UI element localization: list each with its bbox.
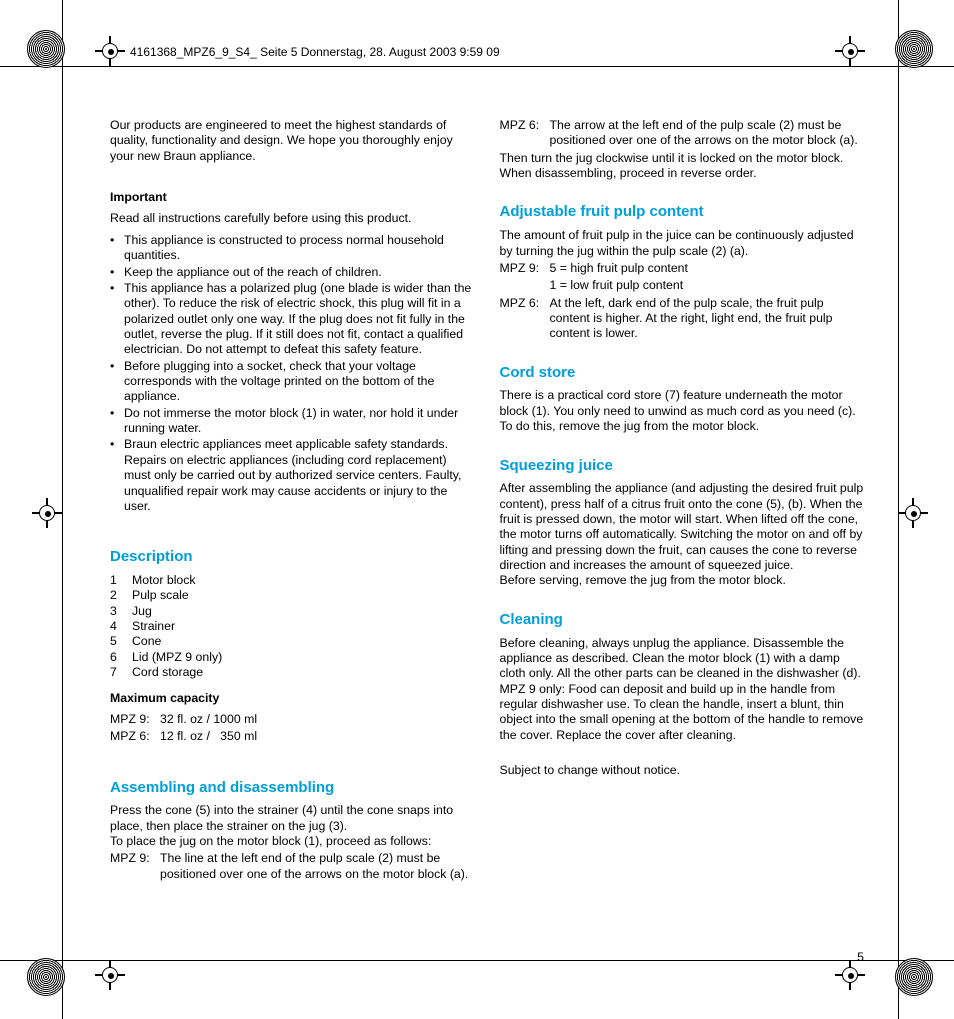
important-lead: Read all instructions carefully before u… xyxy=(110,211,476,226)
list-item: 5Cone xyxy=(110,634,476,649)
bullet-item: Do not immerse the motor block (1) in wa… xyxy=(110,406,476,437)
assembling-mpz6: MPZ 6:The arrow at the left end of the p… xyxy=(500,118,866,149)
rule-top xyxy=(0,66,954,67)
bullet-item: Before plugging into a socket, check tha… xyxy=(110,359,476,405)
intro-paragraph: Our products are engineered to meet the … xyxy=(110,118,476,164)
reg-mark-bottom-right-icon xyxy=(895,958,933,996)
pulp-mpz9b: 1 = low fruit pulp content xyxy=(500,278,866,293)
squeeze-p2: Before serving, remove the jug from the … xyxy=(500,573,866,588)
footer-note: Subject to change without notice. xyxy=(500,763,866,778)
squeeze-p1: After assembling the appliance (and adju… xyxy=(500,481,866,573)
important-label: Important xyxy=(110,190,476,205)
bullet-item: This appliance has a polarized plug (one… xyxy=(110,281,476,358)
heading-cord: Cord store xyxy=(500,364,866,383)
pulp-mpz9a: MPZ 9:5 = high fruit pulp content xyxy=(500,261,866,276)
heading-squeezing: Squeezing juice xyxy=(500,457,866,476)
list-item: 4Strainer xyxy=(110,619,476,634)
clean-p1: Before cleaning, always unplug the appli… xyxy=(500,636,866,682)
bullet-item: Keep the appliance out of the reach of c… xyxy=(110,265,476,280)
list-item: 2Pulp scale xyxy=(110,588,476,603)
reg-mark-top-right-icon xyxy=(895,30,933,68)
bullet-item: Braun electric appliances meet applicabl… xyxy=(110,437,476,514)
reg-mark-bottom-left-icon xyxy=(27,958,65,996)
maxcap-label: Maximum capacity xyxy=(110,691,476,706)
pulp-mpz6: MPZ 6:At the left, dark end of the pulp … xyxy=(500,296,866,342)
assembling-p1: Press the cone (5) into the strainer (4)… xyxy=(110,803,476,834)
heading-pulp: Adjustable fruit pulp content xyxy=(500,203,866,222)
assembling-p3: Then turn the jug clockwise until it is … xyxy=(500,151,866,182)
reg-mark-top-left-icon xyxy=(27,30,65,68)
column-left: Our products are engineered to meet the … xyxy=(110,118,476,948)
heading-description: Description xyxy=(110,548,476,567)
important-bullets: This appliance is constructed to process… xyxy=(110,233,476,514)
page-number: 5 xyxy=(857,950,864,964)
assembling-mpz9: MPZ 9:The line at the left end of the pu… xyxy=(110,851,476,882)
pulp-p1: The amount of fruit pulp in the juice ca… xyxy=(500,228,866,259)
description-list: 1Motor block 2Pulp scale 3Jug 4Strainer … xyxy=(110,573,476,681)
print-header: 4161368_MPZ6_9_S4_ Seite 5 Donnerstag, 2… xyxy=(130,45,500,59)
list-item: 6Lid (MPZ 9 only) xyxy=(110,650,476,665)
clean-p2: MPZ 9 only: Food can deposit and build u… xyxy=(500,682,866,743)
heading-cleaning: Cleaning xyxy=(500,611,866,630)
list-item: 1Motor block xyxy=(110,573,476,588)
assembling-p2: To place the jug on the motor block (1),… xyxy=(110,834,476,849)
rule-left xyxy=(62,0,63,1019)
page-body: Our products are engineered to meet the … xyxy=(110,118,865,948)
heading-assembling: Assembling and disassembling xyxy=(110,779,476,798)
list-item: 7Cord storage xyxy=(110,665,476,680)
rule-bottom xyxy=(0,960,954,961)
bullet-item: This appliance is constructed to process… xyxy=(110,233,476,264)
maxcap-row: MPZ 6:12 fl. oz / 350 ml xyxy=(110,729,476,744)
maxcap-row: MPZ 9:32 fl. oz / 1000 ml xyxy=(110,712,476,727)
list-item: 3Jug xyxy=(110,604,476,619)
column-right: MPZ 6:The arrow at the left end of the p… xyxy=(500,118,866,948)
cord-p: There is a practical cord store (7) feat… xyxy=(500,388,866,434)
